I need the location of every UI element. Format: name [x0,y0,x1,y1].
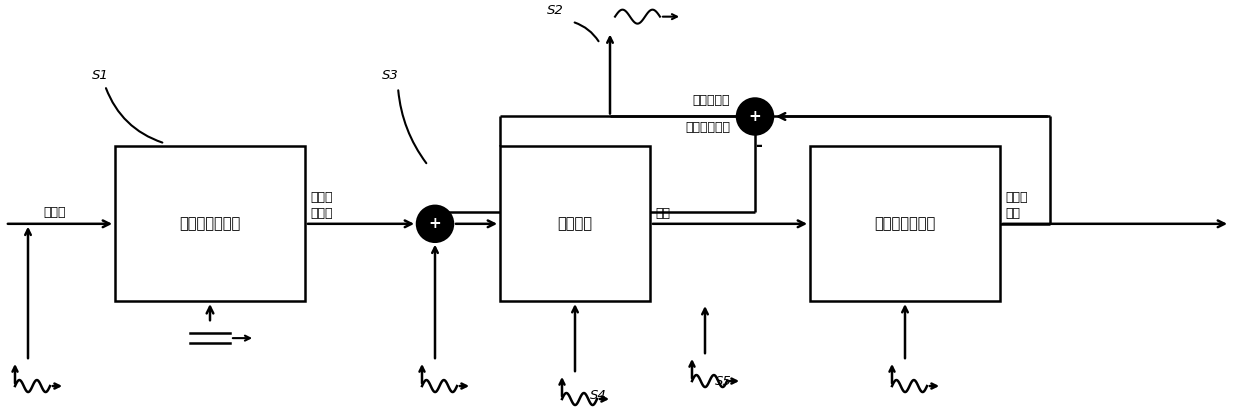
Text: 速度: 速度 [655,207,670,220]
Text: 加速度: 加速度 [43,206,66,219]
Text: 滤波后
速度: 滤波后 速度 [1004,191,1028,220]
Text: +: + [429,216,441,231]
Text: S3: S3 [382,69,398,81]
FancyArrowPatch shape [574,23,599,41]
Text: S4: S4 [590,389,606,402]
Text: -: - [755,137,763,155]
FancyArrowPatch shape [398,90,427,163]
Text: S2: S2 [547,4,563,17]
Text: 前后速度偏差: 前后速度偏差 [684,122,730,134]
Bar [810,146,999,301]
Text: 滤波后
加速度: 滤波后 加速度 [310,191,332,220]
Bar [115,146,305,301]
Circle shape [737,99,773,134]
Text: S1: S1 [92,69,108,81]
Text: +: + [749,109,761,124]
Text: S5: S5 [715,375,732,388]
FancyArrowPatch shape [105,88,162,143]
Text: 积分运算: 积分运算 [558,216,593,231]
Circle shape [417,206,453,242]
Bar [500,146,650,301]
Text: 滤波去偏差处理: 滤波去偏差处理 [180,216,241,231]
Text: 滤波去偏置: 滤波去偏置 [692,94,730,106]
Text: 滤波去偏差处理: 滤波去偏差处理 [874,216,936,231]
